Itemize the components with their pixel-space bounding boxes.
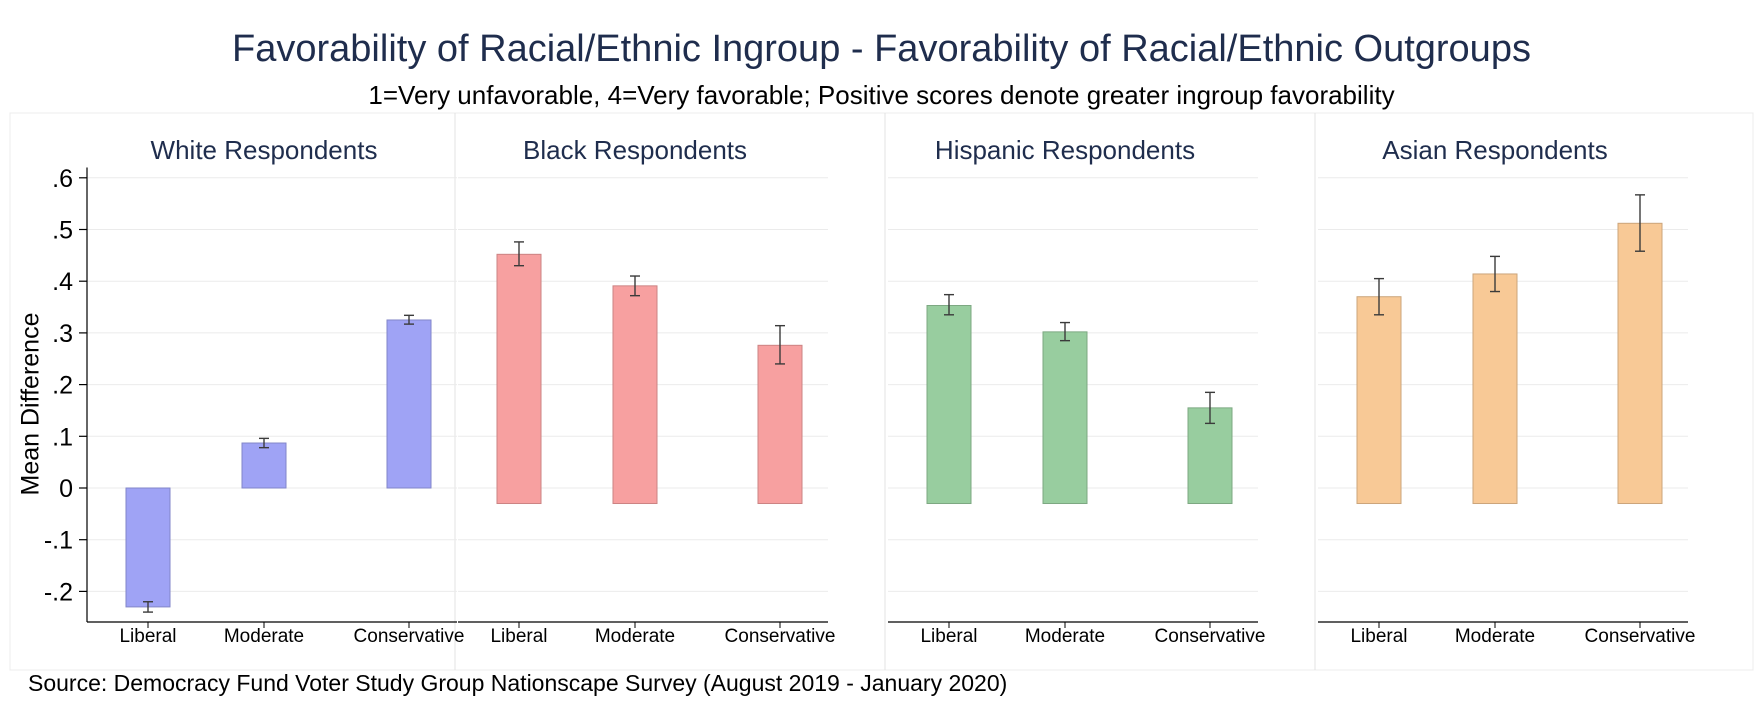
y-tick-label: .6 [52, 165, 73, 193]
bar-asian-respondents-conservative [1617, 222, 1663, 505]
y-tick-label: .5 [52, 217, 73, 245]
y-tick-label: -.2 [44, 578, 73, 606]
bar-black-respondents-liberal [496, 253, 542, 505]
x-tick-label-liberal: Liberal [119, 626, 176, 647]
x-tick-label-conservative: Conservative [1155, 626, 1266, 647]
panel-title-black-respondents: Black Respondents [523, 135, 747, 165]
y-tick-label: 0 [59, 475, 73, 503]
y-tick-label: .3 [52, 320, 73, 348]
bar-black-respondents-moderate [612, 285, 658, 505]
source-note: Source: Democracy Fund Voter Study Group… [28, 670, 1008, 696]
chart-title: Favorability of Racial/Ethnic Ingroup - … [232, 28, 1531, 70]
x-tick-label-liberal: Liberal [490, 626, 547, 647]
y-tick-label: .4 [52, 268, 73, 296]
x-tick-label-moderate: Moderate [1025, 626, 1105, 647]
x-tick-label-liberal: Liberal [1350, 626, 1407, 647]
x-tick-label-moderate: Moderate [1455, 626, 1535, 647]
x-tick-label-liberal: Liberal [920, 626, 977, 647]
panel-title-hispanic-respondents: Hispanic Respondents [935, 135, 1195, 165]
bar-white-respondents-conservative [386, 319, 432, 489]
panel-title-asian-respondents: Asian Respondents [1382, 135, 1607, 165]
chart-subtitle: 1=Very unfavorable, 4=Very favorable; Po… [368, 80, 1395, 110]
bar-black-respondents-conservative [757, 344, 803, 505]
x-tick-label-moderate: Moderate [595, 626, 675, 647]
plot-frame [9, 112, 1754, 671]
bar-asian-respondents-liberal [1356, 296, 1402, 505]
panel-title-white-respondents: White Respondents [151, 135, 378, 165]
bar-hispanic-respondents-liberal [926, 304, 972, 505]
x-tick-label-conservative: Conservative [1585, 626, 1696, 647]
y-tick-label: .2 [52, 372, 73, 400]
y-tick-label: -.1 [44, 527, 73, 555]
x-tick-label-moderate: Moderate [224, 626, 304, 647]
bar-hispanic-respondents-moderate [1042, 331, 1088, 505]
bar-asian-respondents-moderate [1472, 273, 1518, 505]
bar-white-respondents-liberal [125, 487, 171, 608]
y-tick-label: .1 [52, 423, 73, 451]
bar-white-respondents-moderate [241, 442, 287, 489]
x-tick-label-conservative: Conservative [354, 626, 465, 647]
x-tick-label-conservative: Conservative [725, 626, 836, 647]
